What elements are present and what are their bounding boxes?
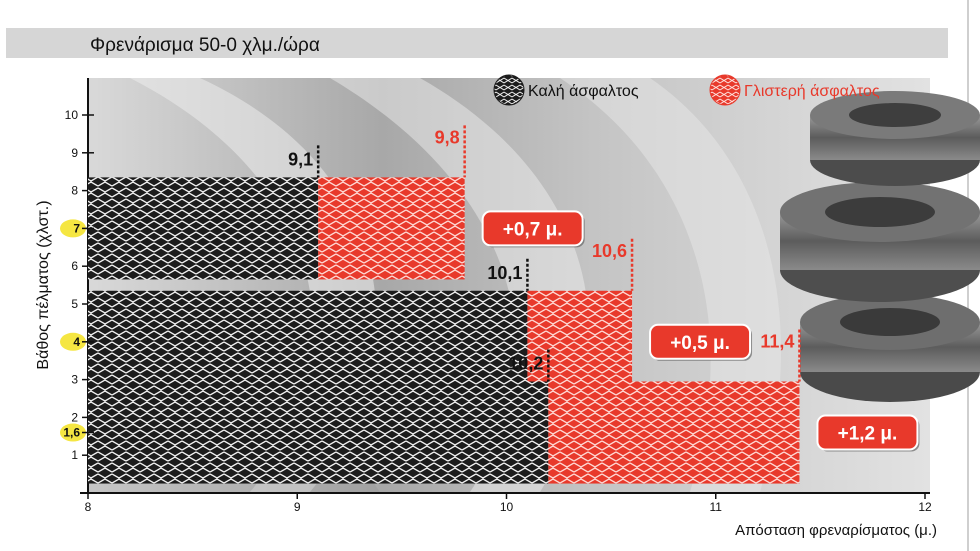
x-axis-title: Απόσταση φρεναρίσματος (μ.): [735, 522, 937, 539]
title-band: [6, 28, 948, 58]
bar-good: [88, 290, 528, 393]
y-tick-label: 5: [71, 297, 78, 311]
delta-label: +0,7 μ.: [503, 219, 563, 240]
chart-title: Φρενάρισμα 50-0 χλμ./ώρα: [90, 35, 320, 56]
bar-good: [88, 381, 549, 484]
legend-slippery-icon: [709, 74, 741, 106]
y-axis-title: Βάθος πέλματος (χλστ.): [35, 200, 52, 369]
category-highlight: [60, 219, 86, 238]
category-label: 1,6: [63, 426, 80, 440]
y-tick-label: 3: [71, 373, 78, 387]
bar-slippery: [527, 290, 633, 393]
y-tick-label: 2: [71, 410, 78, 424]
slippery-value-label: 9,8: [435, 127, 460, 147]
category-labels: 741,6: [60, 219, 94, 442]
good-value-label: 10,1: [487, 263, 522, 283]
category-highlight: [60, 332, 86, 351]
delta-label: +1,2 μ.: [838, 424, 898, 445]
legend: Καλή άσφαλτος Γλιστερή άσφαλτος: [493, 74, 880, 106]
good-value-label: 10,2: [508, 353, 543, 373]
bar-good: [88, 177, 319, 280]
tire-stack-image: [780, 91, 980, 402]
slippery-value-label: 10,6: [592, 241, 627, 261]
x-tick-label: 9: [294, 500, 301, 514]
legend-good-icon: [493, 74, 525, 106]
bar-slippery: [318, 177, 465, 280]
legend-slippery-label: Γλιστερή άσφαλτος: [744, 83, 880, 100]
delta-badge: [816, 414, 919, 451]
x-tick-label: 10: [500, 500, 514, 514]
bar-slippery: [548, 381, 800, 484]
slippery-value-label: 11,4: [760, 331, 794, 351]
delta-badge: [649, 323, 752, 360]
legend-good-label: Καλή άσφαλτος: [528, 83, 639, 100]
delta-label: +0,5 μ.: [670, 333, 730, 354]
x-tick-label: 12: [918, 500, 932, 514]
delta-badge: [481, 210, 584, 247]
y-tick-label: 10: [65, 108, 79, 122]
x-tick-label: 11: [710, 500, 723, 514]
good-value-label: 9,1: [288, 149, 313, 169]
x-tick-label: 8: [85, 500, 92, 514]
category-highlight: [60, 423, 86, 442]
y-tick-label: 1: [71, 448, 78, 462]
category-label: 7: [73, 221, 80, 235]
bars: 9,1 9,8 +0,7 μ. 10,1 10,6 +0,5 μ. 10,2 11,4 +1,2…: [88, 125, 920, 484]
category-label: 4: [73, 335, 80, 349]
y-tick-label: 6: [71, 259, 78, 273]
x-axis-ticks: 8 9 10 11 12: [85, 493, 932, 514]
y-tick-label: 9: [71, 146, 78, 160]
y-tick-label: 8: [71, 184, 78, 198]
